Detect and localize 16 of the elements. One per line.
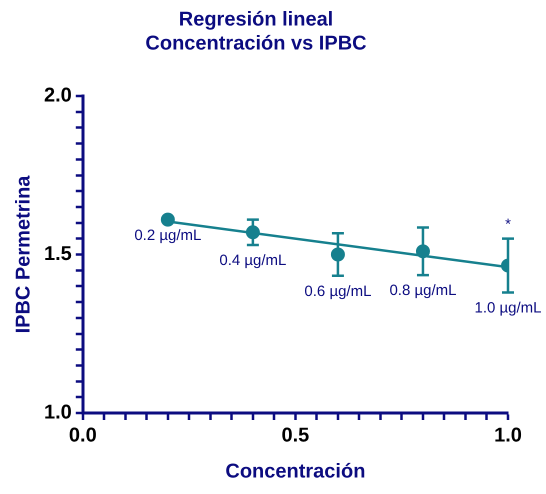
annotation: 0.8 µg/mL [389, 282, 456, 300]
x-tick-label: 0.5 [281, 424, 310, 447]
x-tick-label: 0.0 [68, 424, 97, 447]
annotation: * [505, 216, 512, 233]
y-axis-title: IPBC Permetrina [12, 174, 35, 334]
point [160, 212, 175, 227]
x-axis-title: Concentración [225, 460, 366, 483]
annotation: 0.2 µg/mL [134, 226, 202, 244]
annotation: 1.0 µg/mL [474, 300, 542, 317]
annotation: 0.6 µg/mL [304, 282, 372, 300]
annotation: 0.4 µg/mL [219, 252, 286, 270]
y-tick-label: 1.0 [44, 402, 72, 424]
y-tick-label: 2.0 [44, 84, 72, 107]
y-tick-label: 1.5 [44, 243, 72, 266]
x-tick-label: 1.0 [494, 424, 522, 447]
chart-title: Regresión lineal Concentración vs IPBC [145, 8, 367, 55]
